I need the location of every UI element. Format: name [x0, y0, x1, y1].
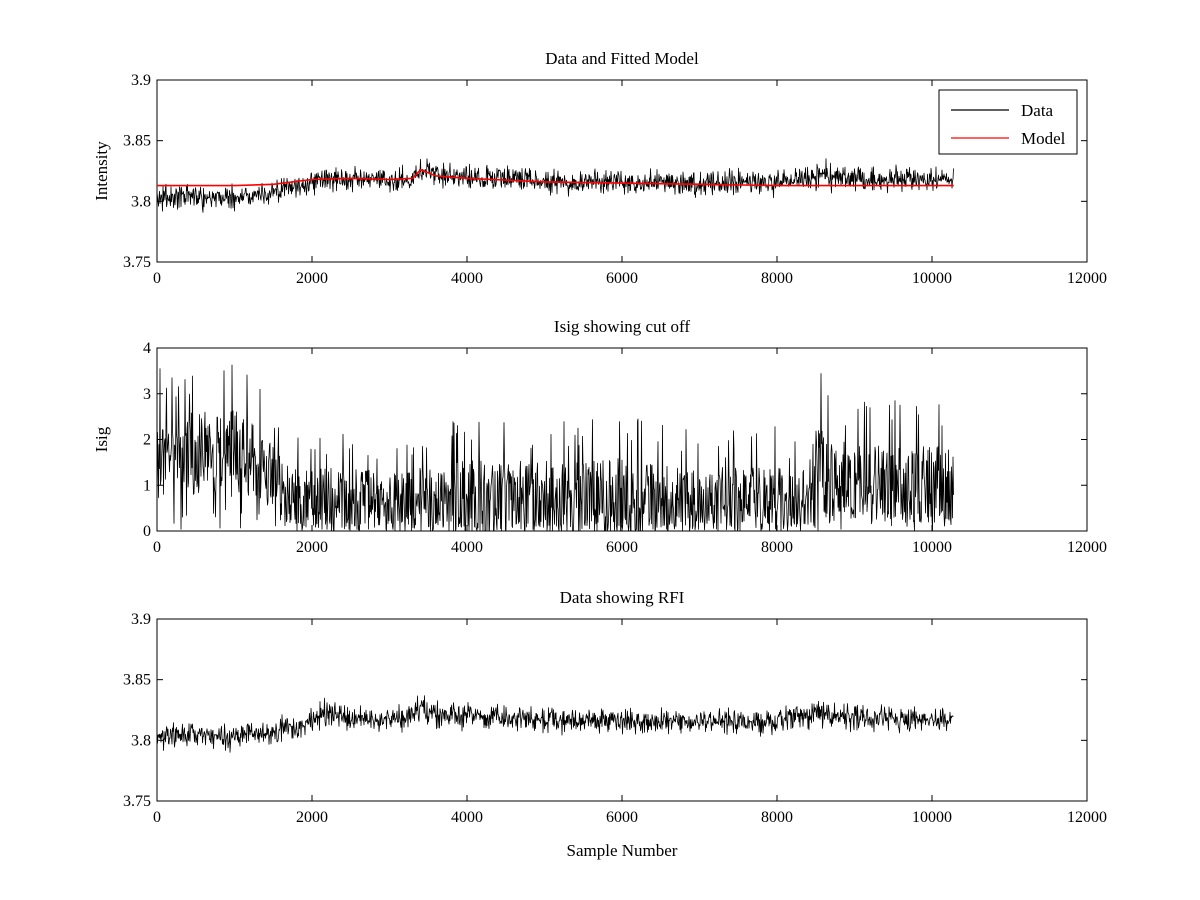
chart-title: Isig showing cut off: [554, 317, 690, 336]
y-tick-label: 3: [143, 386, 151, 403]
legend-entry: Data: [1021, 101, 1054, 120]
x-tick-label: 12000: [1067, 270, 1107, 287]
x-tick-label: 12000: [1067, 809, 1107, 826]
y-tick-label: 3.85: [123, 133, 151, 150]
subplot-1: Data and Fitted Model 0 2000 4000 6000 8000 10…: [92, 49, 1107, 287]
x-tick-label: 2000: [296, 270, 328, 287]
x-tick-label: 2000: [296, 539, 328, 556]
x-tick-label: 6000: [606, 539, 638, 556]
x-tick-label: 12000: [1067, 539, 1107, 556]
x-tick-label: 6000: [606, 809, 638, 826]
y-tick-label: 4: [143, 340, 151, 357]
y-tick-label: 3.75: [123, 254, 151, 271]
y-tick-label: 3.85: [123, 672, 151, 689]
x-tick-label: 4000: [451, 809, 483, 826]
series-line-data: [156, 364, 954, 532]
y-tick-label: 3.8: [131, 732, 151, 749]
x-tick-label: 2000: [296, 809, 328, 826]
x-tick-label: 10000: [912, 270, 952, 287]
y-tick-label: 3.75: [123, 793, 151, 810]
subplot-2: Isig showing cut off 0 2000 4000 6000 8000 100…: [92, 317, 1107, 556]
x-axis-label: Sample Number: [567, 841, 678, 860]
x-tick-label: 8000: [761, 270, 793, 287]
x-tick-label: 10000: [912, 539, 952, 556]
chart-title: Data and Fitted Model: [545, 49, 699, 68]
x-tick-label: 10000: [912, 809, 952, 826]
y-tick-label: 3.9: [131, 611, 151, 628]
y-tick-label: 2: [143, 432, 151, 449]
series-line-data: [156, 158, 954, 213]
series-line-model: [157, 169, 954, 187]
y-tick-label: 0: [143, 523, 151, 540]
x-tick-label: 4000: [451, 539, 483, 556]
y-axis-label: Intensity: [92, 141, 111, 201]
legend-entry: Model: [1021, 129, 1066, 148]
chart-title: Data showing RFI: [560, 588, 685, 607]
x-tick-label: 6000: [606, 270, 638, 287]
legend: Data Model: [938, 89, 1078, 155]
x-tick-label: 8000: [761, 539, 793, 556]
x-tick-label: 4000: [451, 270, 483, 287]
y-tick-label: 3.8: [131, 193, 151, 210]
y-tick-label: 3.9: [131, 72, 151, 89]
y-tick-label: 1: [143, 477, 151, 494]
x-tick-label: 0: [153, 809, 161, 826]
x-tick-label: 8000: [761, 809, 793, 826]
legend-box: [938, 89, 1078, 155]
x-tick-label: 0: [153, 270, 161, 287]
plot-frame: [156, 79, 1088, 263]
series-line-data: [156, 695, 954, 753]
y-axis-label: Isig: [92, 426, 111, 452]
plot-frame: [156, 618, 1088, 802]
subplot-3: Data showing RFI 0 2000 4000 6000 8000 10000 12…: [123, 588, 1107, 860]
x-tick-label: 0: [153, 539, 161, 556]
